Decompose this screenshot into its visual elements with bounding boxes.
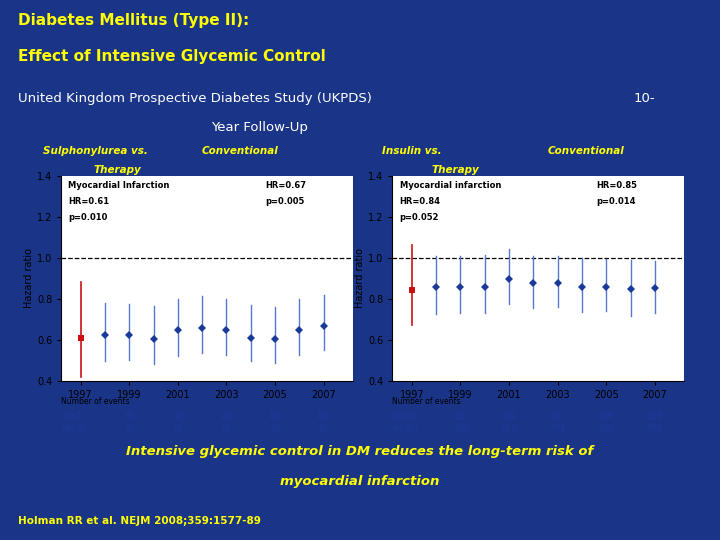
Text: Effect of Intensive Glycemic Control: Effect of Intensive Glycemic Control xyxy=(18,49,325,64)
Text: 81: 81 xyxy=(319,424,328,433)
Y-axis label: Hazard ratio: Hazard ratio xyxy=(355,248,365,308)
Text: 92: 92 xyxy=(173,412,183,421)
Text: Holman RR et al. NEJM 2008;359:1577-89: Holman RR et al. NEJM 2008;359:1577-89 xyxy=(18,516,261,526)
Text: 319: 319 xyxy=(647,412,662,421)
Text: Myocardial Infarction: Myocardial Infarction xyxy=(68,180,170,190)
Text: 73: 73 xyxy=(76,412,86,421)
Text: Diabetes Mellitus (Type II):: Diabetes Mellitus (Type II): xyxy=(18,14,249,29)
Text: HR=0.85: HR=0.85 xyxy=(596,180,637,190)
Text: 636: 636 xyxy=(599,424,613,433)
Text: Conventional: Conventional xyxy=(547,146,624,156)
Text: 128: 128 xyxy=(317,412,330,421)
Text: Number of events: Number of events xyxy=(392,397,461,406)
Text: 367: 367 xyxy=(405,424,419,433)
Text: 513: 513 xyxy=(502,424,516,433)
Text: Year Follow-Up: Year Follow-Up xyxy=(211,122,307,134)
Text: 212: 212 xyxy=(454,412,467,421)
Text: Number of events: Number of events xyxy=(61,397,130,406)
Text: 55: 55 xyxy=(173,424,183,433)
Text: 450: 450 xyxy=(453,424,468,433)
Text: p=0.014: p=0.014 xyxy=(596,197,636,206)
Text: myocardial infarction: myocardial infarction xyxy=(280,475,440,488)
Text: Insulin vs.: Insulin vs. xyxy=(382,146,441,156)
Text: HR=0.61: HR=0.61 xyxy=(68,197,109,206)
Text: United Kingdom Prospective Diabetes Study (UKPDS): United Kingdom Prospective Diabetes Stud… xyxy=(18,92,372,105)
Text: Therapy: Therapy xyxy=(432,165,480,175)
Text: p=0.052: p=0.052 xyxy=(400,213,439,222)
Text: Sulphonylurea vs.: Sulphonylurea vs. xyxy=(43,146,148,156)
Text: 296: 296 xyxy=(599,412,613,421)
Text: Conventional: Conventional xyxy=(202,146,279,156)
Text: Myocardial infarction: Myocardial infarction xyxy=(400,180,501,190)
Text: Con:: Con: xyxy=(392,412,410,421)
Text: Intensive glycemic control in DM reduces the long-term risk of: Intensive glycemic control in DM reduces… xyxy=(127,446,593,458)
Text: HR=0.67: HR=0.67 xyxy=(265,180,306,190)
Text: Con:: Con: xyxy=(61,412,78,421)
Text: p=0.005: p=0.005 xyxy=(265,197,305,206)
Text: 10-: 10- xyxy=(634,92,655,105)
Text: 118: 118 xyxy=(268,412,282,421)
Text: Therapy: Therapy xyxy=(94,165,141,175)
Text: 186: 186 xyxy=(405,412,419,421)
Text: 239: 239 xyxy=(502,412,516,421)
Text: 64: 64 xyxy=(222,424,231,433)
Y-axis label: Hazard ratio: Hazard ratio xyxy=(24,248,34,308)
Text: 676: 676 xyxy=(647,424,662,433)
Text: HR=0.84: HR=0.84 xyxy=(400,197,441,206)
Text: Met:: Met: xyxy=(61,424,78,433)
Text: 108: 108 xyxy=(220,412,233,421)
Text: 573: 573 xyxy=(550,424,565,433)
Text: 271: 271 xyxy=(551,412,564,421)
Text: 68: 68 xyxy=(270,424,280,433)
Text: 39: 39 xyxy=(76,424,86,433)
Text: 83: 83 xyxy=(125,412,134,421)
Text: 45: 45 xyxy=(125,424,134,433)
Text: Int:: Int: xyxy=(392,424,405,433)
Text: p=0.010: p=0.010 xyxy=(68,213,108,222)
